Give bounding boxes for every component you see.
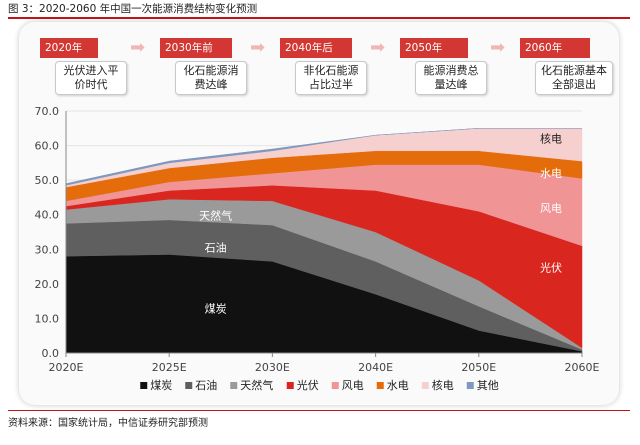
timeline-arrow-icon: ➡ — [370, 37, 386, 58]
timeline-arrow-icon: ➡ — [490, 37, 506, 58]
legend-label: 其他 — [477, 379, 499, 392]
legend-swatch — [376, 382, 384, 389]
timeline-year-1: 2020年 — [40, 38, 98, 58]
legend-label: 光伏 — [297, 378, 319, 392]
y-tick-label: 50.0 — [35, 174, 60, 187]
timeline-note-2: 化石能源消费达峰 — [175, 61, 247, 95]
legend-label: 风电 — [342, 379, 364, 392]
legend-swatch — [331, 382, 339, 389]
y-tick-label: 60.0 — [35, 140, 60, 153]
series-annotation: 风电 — [540, 202, 562, 215]
y-tick-label: 30.0 — [35, 243, 60, 256]
y-tick-label: 40.0 — [35, 209, 60, 222]
x-tick-label: 2050E — [461, 361, 496, 374]
series-annotation: 石油 — [205, 241, 227, 255]
legend-label: 石油 — [195, 378, 217, 392]
series-annotation: 光伏 — [540, 260, 562, 274]
timeline-note-4: 能源消费总量达峰 — [415, 61, 487, 95]
timeline-year-5: 2060年 — [520, 38, 590, 58]
y-tick-label: 10.0 — [35, 312, 60, 325]
legend-label: 煤炭 — [150, 379, 172, 392]
series-annotation: 煤炭 — [205, 303, 227, 316]
x-tick-label: 2030E — [255, 361, 290, 374]
timeline-year-2: 2030年前 — [160, 38, 232, 58]
legend-swatch — [185, 382, 193, 389]
area-series-8 — [65, 128, 582, 186]
legend-swatch — [286, 382, 294, 389]
legend-swatch — [466, 382, 474, 389]
figure-title: 图 3：2020-2060 年中国一次能源消费结构变化预测 — [8, 3, 258, 15]
legend-swatch — [421, 382, 429, 389]
timeline-note-5: 化石能源基本全部退出 — [535, 61, 613, 95]
legend-label: 核电 — [432, 378, 454, 392]
y-tick-label: 0.0 — [42, 347, 60, 360]
legend-label: 天然气 — [240, 378, 273, 392]
timeline-arrow-icon: ➡ — [130, 37, 146, 58]
y-tick-label: 70.0 — [35, 105, 60, 118]
x-tick-label: 2020E — [49, 361, 84, 374]
timeline-note-1: 光伏进入平价时代 — [55, 61, 127, 95]
timeline-year-4: 2050年 — [400, 38, 468, 58]
series-annotation: 核电 — [540, 132, 562, 146]
legend-label: 水电 — [387, 379, 409, 392]
y-tick-label: 20.0 — [35, 278, 60, 291]
x-tick-label: 2060E — [565, 361, 600, 374]
source-note: 资料来源：国家统计局，中信证券研究部预测 — [8, 418, 208, 429]
x-tick-label: 2040E — [358, 361, 393, 374]
timeline-note-3: 非化石能源占比过半 — [295, 61, 367, 95]
series-annotation: 天然气 — [199, 208, 232, 222]
legend-swatch — [230, 382, 238, 389]
x-tick-label: 2025E — [152, 361, 187, 374]
legend-swatch — [140, 382, 148, 389]
bottom-rule — [8, 410, 630, 411]
timeline-year-3: 2040年后 — [280, 38, 352, 58]
top-rule — [8, 17, 630, 19]
series-annotation: 水电 — [540, 167, 562, 180]
timeline-arrow-icon: ➡ — [250, 37, 266, 58]
